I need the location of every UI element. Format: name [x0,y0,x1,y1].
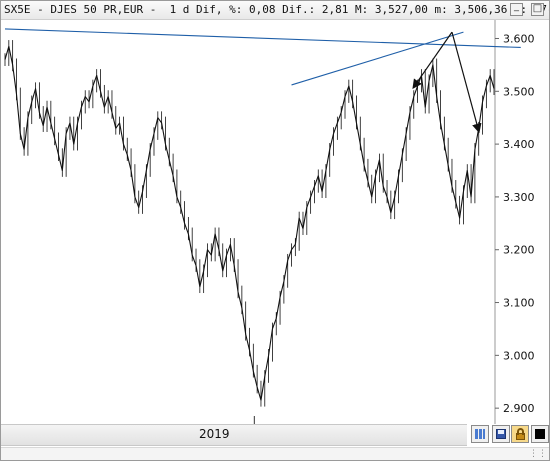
y-tick-label-3500: 3.500 [503,85,535,98]
forecast-arrow-2[interactable] [451,31,482,134]
time-scrollbar[interactable]: 2019 [1,424,467,446]
y-tick-label-3000: 3.000 [503,349,535,362]
bottom-bar: 2019 ⋮⋮ [1,424,549,460]
y-tick-label-3600: 3.600 [503,32,535,45]
color-icon [535,429,545,439]
trendline-1[interactable] [4,28,521,49]
y-tick-label-3200: 3.200 [503,244,535,257]
save-icon [496,429,506,439]
lock-button[interactable] [511,425,529,443]
restore-icon: □ [532,3,543,14]
status-line: ⋮⋮ [1,447,549,460]
resize-grip-icon[interactable]: ⋮⋮ [529,449,547,459]
price-chart[interactable]: 2.900 3.000 3.100 3.200 3.300 3.400 3.500 3.600 [1,20,549,424]
y-tick-label-3300: 3.300 [503,191,535,204]
chart-area[interactable]: 2.900 3.000 3.100 3.200 3.300 3.400 3.500 3.600 [1,20,549,424]
x-tick-label-2019: 2019 [199,427,230,441]
window-title: SX5E - DJES 50 PR,EUR - 1 d Dif, %: 0,08… [4,3,550,16]
trendline-2[interactable] [291,31,464,86]
title-bar: SX5E - DJES 50 PR,EUR - 1 d Dif, %: 0,08… [1,1,549,20]
color-button[interactable] [531,425,549,443]
minimize-button[interactable]: _ [510,1,523,16]
y-tick-label-2900: 2.900 [503,402,535,415]
bars-button[interactable] [471,425,489,443]
y-tick-label-3400: 3.400 [503,138,535,151]
bars-icon [475,429,485,439]
restore-button[interactable]: □ [531,3,544,16]
forecast-arrow-1[interactable] [412,31,453,90]
save-button[interactable] [492,425,510,443]
y-tick-label-3100: 3.100 [503,297,535,310]
minimize-icon: _ [514,1,519,12]
